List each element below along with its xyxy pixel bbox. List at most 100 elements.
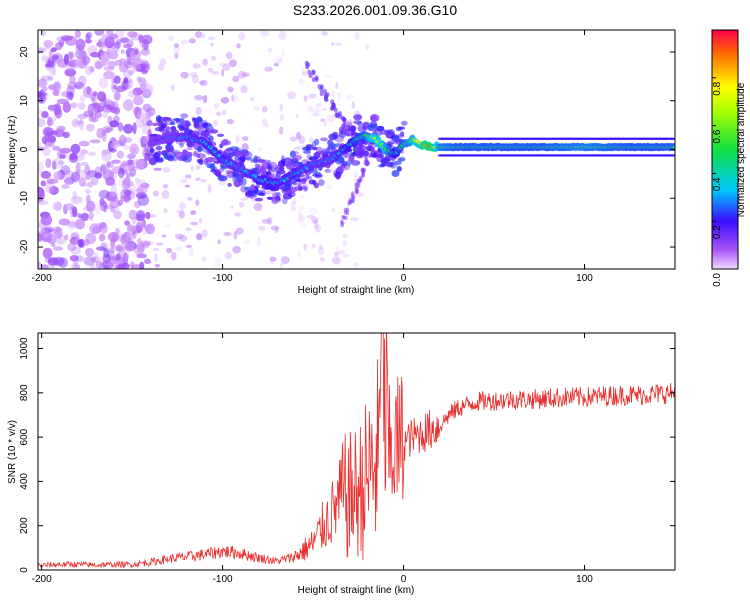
spectrogram-cell	[41, 75, 52, 82]
spectrogram-cell	[43, 226, 56, 233]
spectrogram-cell	[261, 106, 268, 113]
spectrogram-cell	[110, 184, 117, 197]
spectrogram-cell	[114, 41, 121, 49]
spectrogram-cell	[217, 175, 228, 182]
spectrogram-cell	[353, 172, 358, 178]
spectrogram-cell	[87, 151, 97, 156]
colorbar-ticks: 0.0 0.2 0.4 0.6 0.8	[712, 77, 723, 287]
spectrogram-cell	[140, 48, 150, 56]
spectrogram-cell	[208, 135, 214, 143]
spectrogram-cell	[180, 178, 189, 184]
spectrogram-cell	[279, 263, 284, 268]
spectrogram-cell	[46, 56, 57, 69]
spectrogram-cell	[78, 140, 90, 147]
spectrogram-cell	[50, 47, 57, 53]
spectrogram-cell	[358, 141, 363, 147]
spectrogram-y-tick-label: 20	[19, 46, 30, 58]
spectrogram-cell	[229, 205, 234, 210]
spectrogram-cell	[97, 39, 102, 47]
spectrogram-cell	[66, 91, 74, 100]
spectrogram-cell	[297, 251, 301, 258]
spectrogram-y-axis-label: Frequency (Hz)	[7, 116, 18, 185]
spectrogram-cell	[286, 161, 295, 170]
spectrogram-cell	[200, 179, 208, 183]
spectrogram-cell	[189, 71, 198, 78]
spectrogram-cell	[49, 186, 59, 195]
spectrogram-cell	[179, 142, 184, 148]
spectrogram-cell	[112, 101, 119, 109]
spectrogram-cell	[353, 114, 363, 121]
spectrogram-cell	[298, 78, 305, 85]
spectrogram-cell	[70, 102, 78, 109]
spectrogram-cell	[219, 62, 226, 67]
snr-panel: -200 -100 0 100 0 200 400 600 800 1000 Height of…	[7, 332, 676, 596]
spectrogram-cell	[318, 244, 323, 250]
spectrogram-cell	[115, 85, 126, 93]
spectrogram-cell	[231, 95, 239, 104]
spectrogram-cell	[149, 147, 154, 154]
spectrogram-cell	[170, 251, 177, 261]
spectrogram-cell	[108, 50, 119, 60]
spectrogram-cell	[304, 172, 310, 181]
spectrogram-cell	[192, 63, 201, 69]
spectrogram-cell	[131, 264, 143, 269]
spectrogram-cell	[38, 232, 43, 242]
spectrogram-cell	[115, 38, 121, 46]
chart-title: S233.2026.001.09.36.G10	[292, 2, 458, 18]
spectrogram-cell	[240, 85, 248, 94]
snr-y-tick-label: 400	[19, 473, 30, 490]
spectrogram-cell	[58, 218, 70, 226]
colorbar-gradient	[711, 29, 739, 270]
spectrogram-cell	[259, 159, 270, 163]
spectrogram-cell	[196, 233, 203, 241]
spectrogram-cell	[53, 171, 61, 181]
spectrogram-cell	[314, 224, 321, 233]
spectrogram-cell	[199, 158, 204, 166]
spectrogram-cell	[79, 94, 86, 103]
spectrogram-cell	[235, 227, 244, 235]
spectrogram-cell	[38, 200, 49, 206]
spectrogram-cell	[335, 245, 339, 255]
spectrogram-cell	[125, 177, 131, 184]
spectrogram-cell	[127, 31, 138, 38]
spectrogram-cell	[54, 231, 61, 238]
spectrogram-cell	[363, 153, 368, 159]
spectrogram-cell	[70, 205, 75, 218]
spectrogram-cell	[155, 242, 164, 246]
spectrogram-cell	[72, 206, 78, 218]
spectrogram-cell	[123, 234, 134, 245]
spectrogram-cell	[96, 127, 105, 139]
spectrogram-cell	[89, 66, 95, 73]
spectrogram-cell	[302, 182, 310, 190]
spectrogram-cell	[38, 195, 44, 203]
spectrogram-cell	[310, 113, 320, 117]
spectrogram-cell	[313, 182, 320, 189]
spectrogram-cell	[38, 78, 48, 88]
spectrogram-cell	[269, 257, 277, 262]
spectrogram-cell	[301, 69, 306, 75]
spectrogram-cell	[42, 247, 53, 259]
spectrogram-cell	[153, 167, 162, 171]
spectrogram-cell	[80, 149, 88, 155]
spectrogram-cell	[195, 177, 201, 181]
spectrogram-cell	[94, 172, 103, 179]
spectrogram-cell	[205, 156, 216, 163]
spectrogram-cell	[106, 30, 114, 38]
spectrogram-cell	[245, 191, 253, 199]
spectrogram-cell	[294, 146, 301, 150]
spectrogram-cell	[174, 233, 184, 240]
spectrogram-cell	[41, 237, 53, 243]
spectrogram-cell	[330, 42, 335, 46]
spectrogram-cell	[223, 232, 232, 236]
spectrogram-cell	[220, 97, 230, 104]
spectrogram-cell	[370, 114, 380, 122]
spectrogram-cell	[208, 124, 213, 131]
spectrogram-cell	[78, 176, 86, 187]
spectrogram-cell	[133, 94, 144, 106]
spectrogram-cell	[52, 54, 59, 60]
spectrogram-cell	[261, 118, 268, 126]
spectrogram-cell	[321, 107, 328, 111]
spectrogram-cell	[264, 124, 269, 128]
spectrogram-cell	[135, 221, 143, 234]
spectrogram-x-ticks: -200 -100 0 100	[32, 30, 593, 284]
